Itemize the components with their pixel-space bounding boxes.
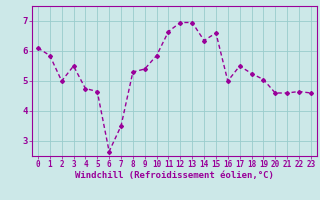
X-axis label: Windchill (Refroidissement éolien,°C): Windchill (Refroidissement éolien,°C) [75,171,274,180]
